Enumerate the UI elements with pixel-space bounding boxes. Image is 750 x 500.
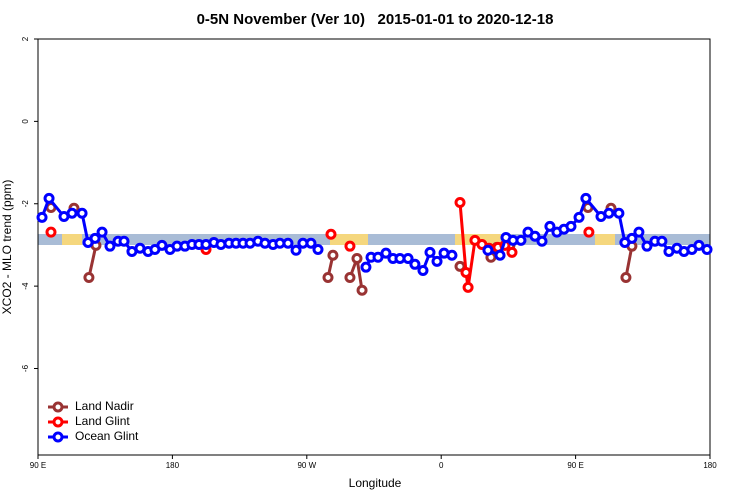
data-point — [494, 249, 506, 261]
data-point — [372, 251, 384, 263]
data-point — [603, 207, 615, 219]
data-point — [536, 235, 548, 247]
data-point — [89, 232, 101, 244]
data-point — [417, 264, 429, 276]
legend-marker — [52, 416, 64, 428]
data-point — [583, 226, 595, 238]
data-point — [360, 261, 372, 273]
data-point — [325, 228, 337, 240]
data-point — [76, 207, 88, 219]
legend-marker — [52, 431, 64, 443]
band-highlight — [62, 234, 82, 245]
data-point — [515, 234, 527, 246]
data-point — [620, 271, 632, 283]
legend-label: Ocean Glint — [75, 429, 139, 443]
y-tick-label: 0 — [21, 119, 30, 124]
data-point — [344, 240, 356, 252]
data-point — [565, 220, 577, 232]
x-tick-label: 180 — [703, 461, 717, 470]
y-tick-label: 2 — [21, 36, 30, 41]
data-point — [693, 239, 705, 251]
data-point — [83, 271, 95, 283]
data-point — [506, 246, 518, 258]
data-point — [454, 197, 466, 209]
data-point — [633, 226, 645, 238]
y-tick-label: -6 — [21, 364, 30, 372]
data-point — [482, 244, 494, 256]
legend-marker — [52, 401, 64, 413]
x-axis-label: Longitude — [349, 476, 402, 490]
x-tick-label: 90 W — [297, 461, 316, 470]
data-point — [36, 211, 48, 223]
data-point — [544, 220, 556, 232]
data-point — [641, 240, 653, 252]
data-point — [344, 271, 356, 283]
data-point — [43, 192, 55, 204]
data-point — [327, 249, 339, 261]
data-point — [701, 243, 713, 255]
data-point — [656, 235, 668, 247]
data-point — [322, 271, 334, 283]
y-axis-label: XCO2 - MLO trend (ppm) — [0, 180, 14, 315]
x-tick-label: 180 — [166, 461, 180, 470]
data-point — [580, 192, 592, 204]
data-point — [66, 207, 78, 219]
data-point — [460, 267, 472, 279]
data-point — [613, 207, 625, 219]
data-point — [282, 237, 294, 249]
data-point — [96, 226, 108, 238]
chart-title: 0-5N November (Ver 10) 2015-01-01 to 202… — [197, 11, 554, 28]
data-point — [118, 235, 130, 247]
x-tick-label: 0 — [439, 461, 444, 470]
data-point — [409, 258, 421, 270]
band-fill — [38, 234, 710, 245]
data-point — [462, 281, 474, 293]
data-point — [312, 243, 324, 255]
data-point — [626, 232, 638, 244]
data-point — [356, 284, 368, 296]
data-point — [104, 240, 116, 252]
data-point — [351, 253, 363, 265]
x-tick-label: 90 E — [30, 461, 46, 470]
data-point — [156, 239, 168, 251]
data-point — [529, 230, 541, 242]
data-point — [380, 247, 392, 259]
band-highlight — [595, 234, 615, 245]
legend-label: Land Glint — [75, 414, 130, 428]
data-point — [402, 253, 414, 265]
data-point — [290, 244, 302, 256]
data-point — [454, 260, 466, 272]
data-point — [573, 211, 585, 223]
data-point — [446, 249, 458, 261]
data-point — [305, 237, 317, 249]
data-point — [424, 246, 436, 258]
data-point — [45, 226, 57, 238]
band-highlight — [330, 234, 368, 245]
y-tick-label: -4 — [21, 282, 30, 290]
data-point — [431, 255, 443, 267]
x-tick-label: 90 E — [567, 461, 583, 470]
legend-label: Land Nadir — [75, 399, 134, 413]
y-tick-label: -2 — [21, 200, 30, 208]
